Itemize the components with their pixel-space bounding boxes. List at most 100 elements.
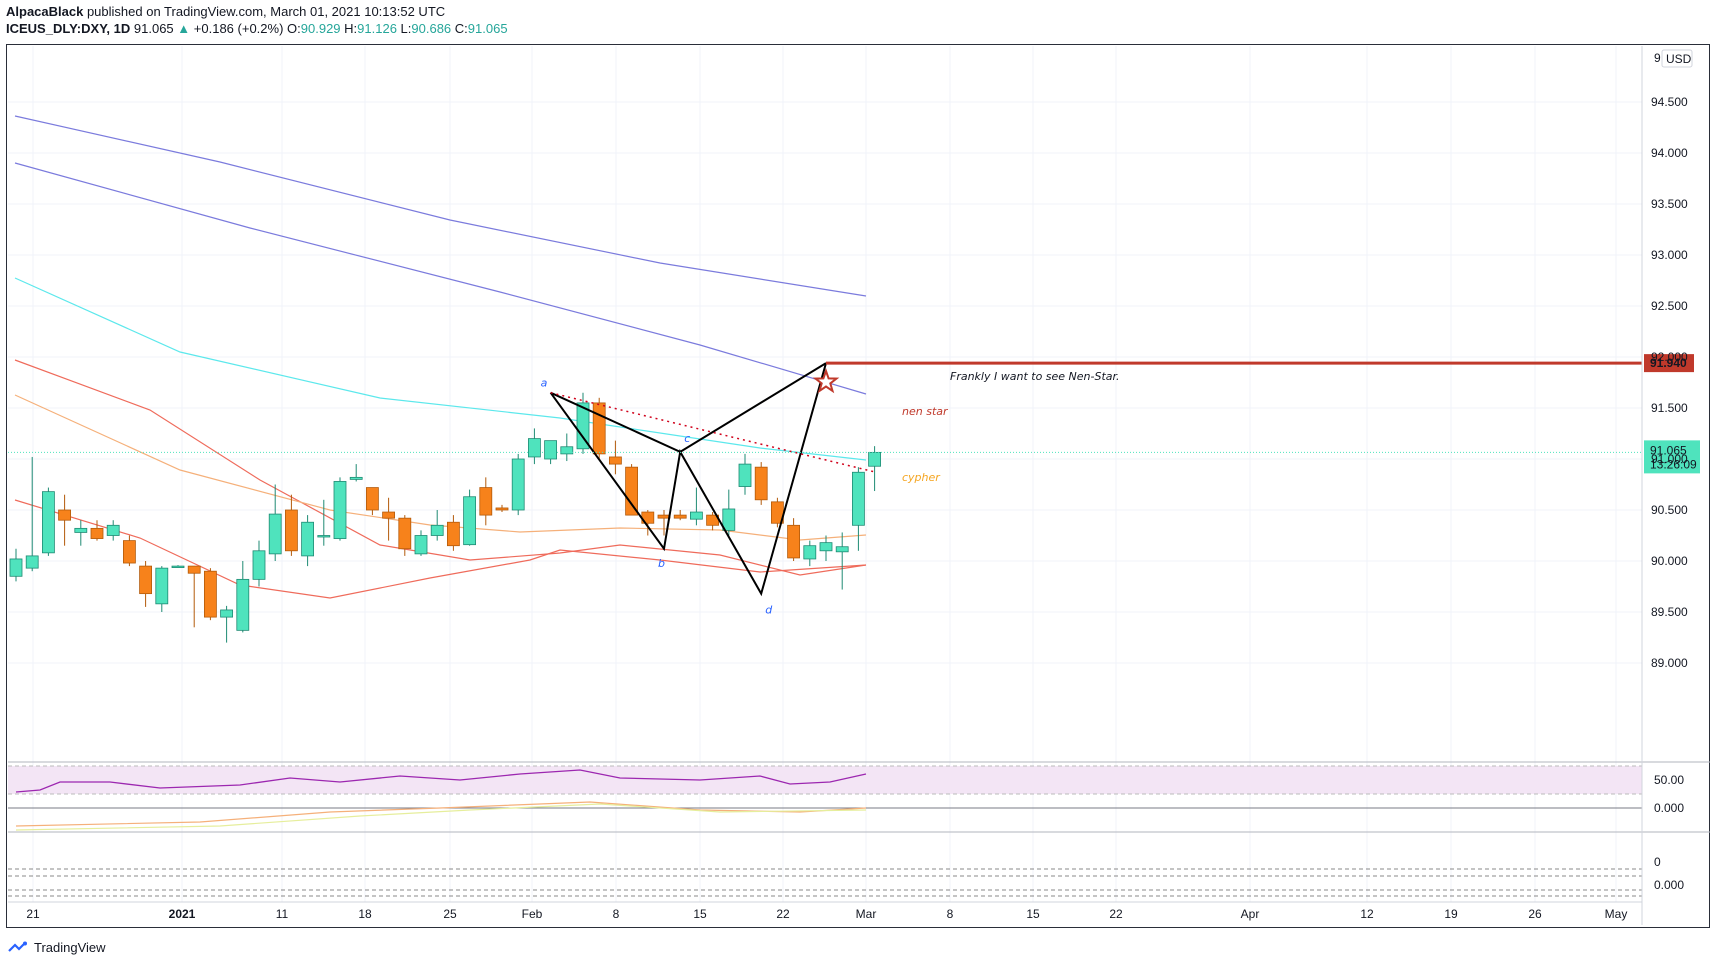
- countdown-label: 13:26:09: [1650, 457, 1697, 471]
- pattern-outline: [550, 362, 827, 453]
- x-tick-label: 22: [776, 907, 790, 921]
- pattern-point-label: d: [765, 604, 773, 617]
- candle-body: [754, 466, 768, 501]
- star-icon: [812, 367, 840, 394]
- rsi-line: [15, 769, 867, 793]
- x-tick-label: May: [1605, 907, 1628, 921]
- tradingview-footer[interactable]: TradingView: [8, 940, 106, 955]
- osc3-tick-b: 0.000: [1654, 878, 1684, 892]
- x-tick-label: 18: [358, 907, 372, 921]
- publish-info: published on TradingView.com, March 01, …: [86, 4, 446, 19]
- candle-body: [187, 565, 201, 574]
- osc3-tick-a: 0: [1654, 855, 1661, 869]
- moving-average-line-5: [14, 394, 867, 541]
- candle-body: [819, 542, 833, 552]
- candle-body: [414, 535, 428, 555]
- last-price-label: 91.065: [1650, 443, 1687, 457]
- y-tick-label: 93.000: [1651, 248, 1688, 262]
- x-tick-label: 22: [1109, 907, 1123, 921]
- y-tick-label: 91.500: [1651, 401, 1688, 415]
- candle-body: [690, 511, 703, 520]
- candle-body: [835, 546, 849, 553]
- chart-frame[interactable]: [6, 44, 1710, 928]
- candle-body: [544, 440, 557, 460]
- candle-body: [430, 524, 444, 536]
- candle-body: [495, 507, 509, 511]
- candle-body: [803, 545, 817, 560]
- pattern-zigzag: [549, 362, 827, 597]
- star-note: Frankly I want to see Nen-Star.: [950, 370, 1120, 383]
- candle-body: [74, 527, 88, 533]
- candle-body: [592, 402, 606, 455]
- tradingview-logo-icon: [8, 941, 27, 952]
- candle-body: [25, 555, 39, 569]
- last-price-box: [1644, 440, 1700, 474]
- y-tick-label: 94.000: [1651, 146, 1688, 160]
- osc-band: [8, 766, 1642, 794]
- x-tick-label: Mar: [856, 907, 877, 921]
- pattern-point-label: c: [684, 432, 690, 445]
- signal-line: [15, 803, 867, 831]
- candle-body: [123, 540, 136, 564]
- cypher-dotted-line: [550, 391, 876, 473]
- candle-body: [398, 517, 412, 550]
- x-tick-label: 19: [1444, 907, 1458, 921]
- y-tick-label: 93.500: [1651, 197, 1688, 211]
- candle-body: [463, 496, 477, 546]
- y-tick-label: 90.500: [1651, 503, 1688, 517]
- candle-body: [58, 509, 71, 521]
- candle-body: [446, 521, 460, 547]
- price-change-icon: ▲: [177, 21, 191, 36]
- x-tick-label: 11: [276, 907, 289, 921]
- candle-body: [220, 609, 234, 618]
- candle-body: [511, 458, 525, 511]
- candle-body: [171, 565, 185, 568]
- candle-body: [203, 570, 217, 618]
- symbol-label: ICEUS_DLY:DXY, 1D: [6, 21, 131, 36]
- candle-body: [349, 476, 363, 480]
- candle-body: [609, 456, 622, 465]
- x-tick-label: 2021: [169, 907, 196, 921]
- x-tick-label: 15: [1026, 907, 1040, 921]
- x-tick-label: 26: [1528, 907, 1542, 921]
- y-tick-label: 90.000: [1651, 554, 1688, 568]
- candle-body: [333, 481, 347, 539]
- publish-line: AlpacaBlack published on TradingView.com…: [6, 4, 445, 19]
- x-tick-label: 15: [693, 907, 707, 921]
- target-price-box: [1644, 354, 1694, 373]
- nen-star-label: nen star: [902, 405, 949, 418]
- candle-body: [252, 550, 266, 580]
- candle-body: [106, 524, 120, 536]
- candle-body: [722, 508, 736, 531]
- x-tick-label: 8: [613, 907, 620, 921]
- x-tick-label: 25: [443, 907, 457, 921]
- author-name[interactable]: AlpacaBlack: [6, 4, 84, 19]
- candle-body: [365, 487, 379, 511]
- x-tick-label: 12: [1360, 907, 1374, 921]
- price-change: +0.186 (+0.2%): [193, 21, 284, 36]
- moving-average-line-3: [14, 277, 867, 461]
- y-tick-label: 92.000: [1651, 350, 1688, 364]
- candle-body: [738, 463, 752, 487]
- candle-body: [868, 451, 881, 467]
- candle-body: [155, 567, 169, 605]
- y-tick-label: 94.500: [1651, 95, 1688, 109]
- osc2-tick: 0.000: [1654, 801, 1684, 815]
- price-value: 91.065: [133, 21, 174, 36]
- pattern-point-label: b: [658, 557, 665, 570]
- x-tick-label: Apr: [1241, 907, 1260, 921]
- candle-body: [852, 471, 865, 526]
- candle-body: [673, 514, 687, 519]
- candle-body: [236, 578, 250, 631]
- candle-body: [576, 402, 590, 450]
- cypher-label: cypher: [902, 471, 941, 484]
- candle-body: [528, 438, 541, 458]
- y-tick-label-top: 9: [1654, 51, 1661, 65]
- candle-body: [139, 565, 153, 595]
- y-tick-label: 91.000: [1651, 452, 1688, 466]
- candle-body: [9, 558, 23, 577]
- candle-body: [42, 491, 55, 554]
- candle-body: [382, 511, 396, 519]
- candle-body: [479, 487, 493, 516]
